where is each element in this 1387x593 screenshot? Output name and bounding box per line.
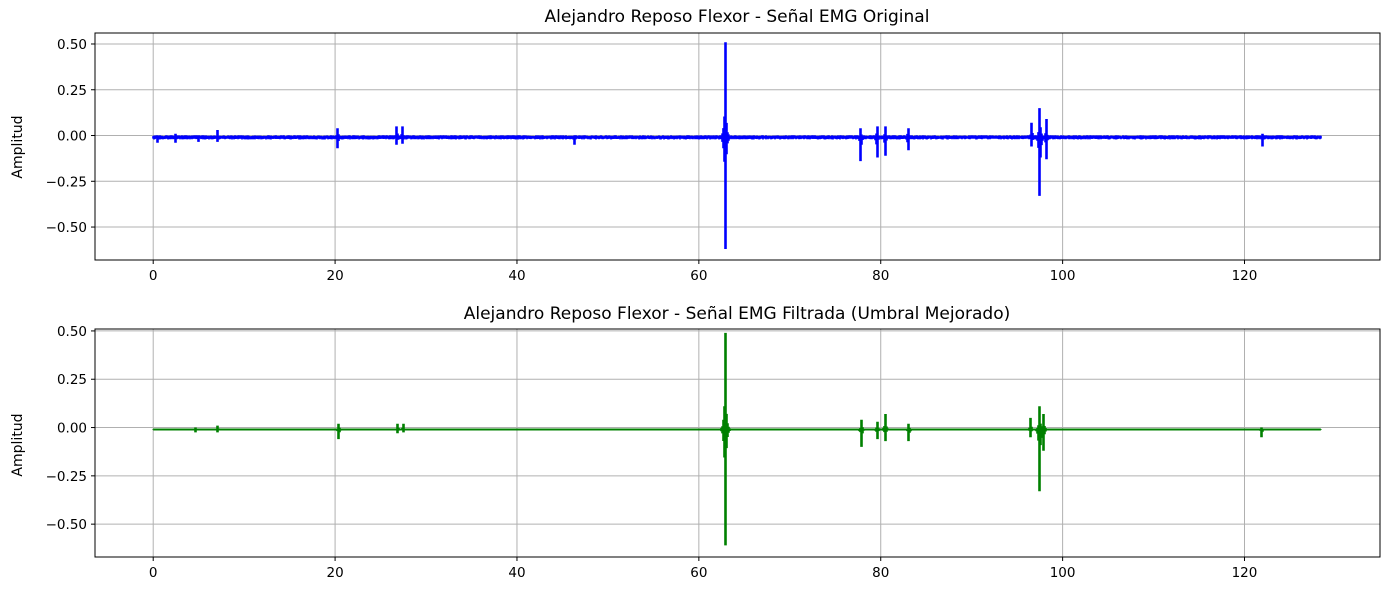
y-tick-label-filtered: −0.25 bbox=[46, 469, 87, 485]
signal-original bbox=[152, 42, 1322, 249]
x-tick-label-filtered: 40 bbox=[508, 565, 525, 581]
x-tick-label-filtered: 0 bbox=[149, 565, 158, 581]
y-tick-label-filtered: 0.00 bbox=[57, 421, 87, 437]
subplot-title-filtered: Alejandro Reposo Flexor - Señal EMG Filt… bbox=[464, 304, 1011, 324]
y-axis-label-filtered: Amplitud bbox=[10, 413, 26, 476]
axes-frame-original bbox=[94, 32, 1381, 261]
y-tick-label-original: 0.50 bbox=[57, 37, 87, 53]
x-tick-label-original: 0 bbox=[149, 268, 158, 284]
x-tick-label-original: 120 bbox=[1232, 268, 1258, 284]
subplot-filtered: Alejandro Reposo Flexor - Señal EMG Filt… bbox=[10, 304, 1381, 581]
x-ticks-original: 0 20 40 60 80 100 120 bbox=[149, 260, 1257, 284]
x-ticks-filtered: 0 20 40 60 80 100 120 bbox=[149, 557, 1257, 581]
x-tick-label-original: 80 bbox=[872, 268, 889, 284]
emg-signal-original bbox=[152, 42, 1322, 249]
y-tick-label-filtered: 0.50 bbox=[57, 324, 87, 340]
y-axis-label-original: Amplitud bbox=[10, 115, 26, 178]
y-tick-label-filtered: 0.25 bbox=[57, 372, 87, 388]
x-tick-label-filtered: 80 bbox=[872, 565, 889, 581]
x-tick-label-original: 40 bbox=[508, 268, 525, 284]
subplot-title-original: Alejandro Reposo Flexor - Señal EMG Orig… bbox=[545, 7, 930, 27]
x-tick-label-original: 60 bbox=[690, 268, 707, 284]
emg-signal-filtered bbox=[152, 332, 1322, 546]
grid-filtered bbox=[95, 329, 1380, 557]
x-tick-label-filtered: 100 bbox=[1050, 565, 1076, 581]
y-tick-label-original: 0.00 bbox=[57, 129, 87, 145]
y-ticks-original: 0.50 0.25 0.00 −0.25 −0.50 bbox=[46, 37, 95, 236]
grid-original bbox=[95, 33, 1380, 260]
x-tick-label-filtered: 20 bbox=[326, 565, 343, 581]
y-ticks-filtered: 0.50 0.25 0.00 −0.25 −0.50 bbox=[46, 324, 95, 533]
y-tick-label-original: −0.50 bbox=[46, 220, 87, 236]
x-tick-label-filtered: 120 bbox=[1232, 565, 1258, 581]
x-tick-label-filtered: 60 bbox=[690, 565, 707, 581]
y-tick-label-original: −0.25 bbox=[46, 174, 87, 190]
x-tick-label-original: 100 bbox=[1050, 268, 1076, 284]
y-tick-label-original: 0.25 bbox=[57, 83, 87, 99]
y-tick-label-filtered: −0.50 bbox=[46, 517, 87, 533]
signal-filtered bbox=[152, 332, 1322, 546]
subplot-original: Alejandro Reposo Flexor - Señal EMG Orig… bbox=[10, 7, 1381, 284]
axes-frame-filtered bbox=[94, 328, 1381, 558]
x-tick-label-original: 20 bbox=[326, 268, 343, 284]
